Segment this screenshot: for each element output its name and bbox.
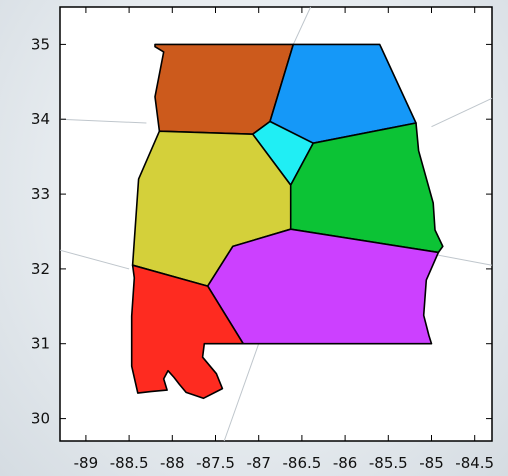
y-tick-label: 34 [31, 110, 50, 128]
background-line [59, 118, 147, 124]
region-south-central [206, 228, 440, 345]
background-line [431, 253, 493, 266]
x-tick-label: -88.5 [110, 454, 149, 472]
x-tick-label: -86 [333, 454, 358, 472]
y-tick-label: 32 [31, 260, 50, 278]
x-tick-label: -87.5 [196, 454, 235, 472]
y-tick-label: 30 [31, 410, 50, 428]
background-line [59, 249, 130, 270]
background-line [292, 6, 312, 45]
map-regions [130, 43, 444, 400]
background-line [431, 97, 493, 128]
y-tick-label: 35 [31, 35, 50, 53]
x-tick-label: -85 [419, 454, 444, 472]
x-tick-label: -87 [246, 454, 271, 472]
x-tick-label: -88 [160, 454, 185, 472]
region-south-west [130, 264, 244, 400]
x-tick-label: -85.5 [369, 454, 408, 472]
y-tick-label: 31 [31, 335, 50, 353]
axis-tick-labels: -89 -88.5 -88 -87.5 -87 -86.5 -86 -85.5 -85 -84.5… [31, 35, 494, 472]
x-tick-label: -89 [74, 454, 99, 472]
background-line [223, 343, 260, 442]
x-tick-label: -84.5 [455, 454, 494, 472]
background-lines [59, 6, 493, 442]
x-tick-label: -86.5 [282, 454, 321, 472]
axis-ticks [60, 7, 492, 441]
y-tick-label: 33 [31, 185, 50, 203]
